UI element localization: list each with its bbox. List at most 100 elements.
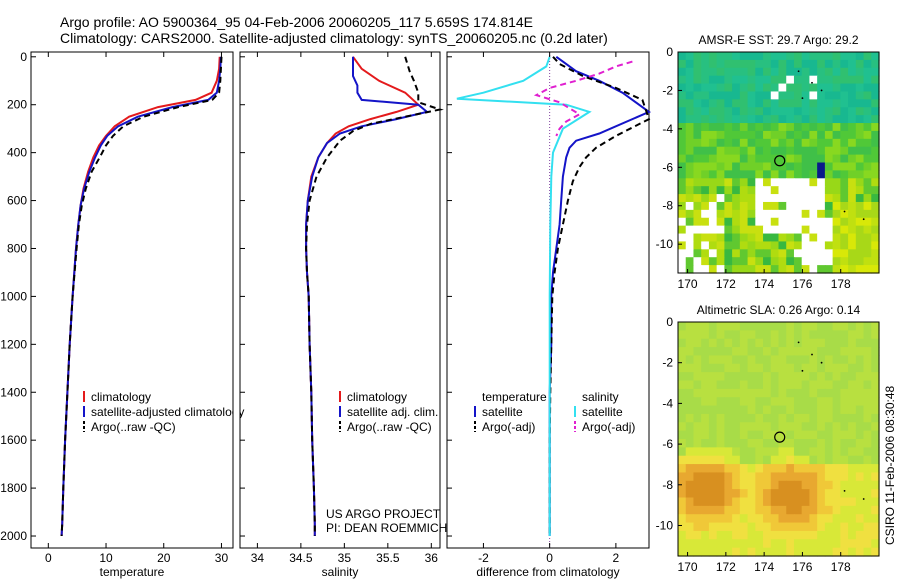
map-cell: [747, 241, 756, 250]
map-cell: [678, 67, 687, 77]
map-cell: [863, 249, 872, 258]
map-cell: [732, 464, 741, 474]
map-cell: [832, 422, 841, 432]
map-cell: [855, 146, 865, 156]
map-cell: [817, 455, 826, 465]
map-cell: [739, 194, 749, 203]
map-cell: [855, 439, 865, 448]
map-cell: [855, 209, 865, 219]
map-cell: [824, 75, 834, 85]
map-cell: [817, 249, 826, 258]
map-cell: [732, 91, 741, 100]
map-cell: [786, 75, 795, 85]
map-cell: [693, 257, 702, 266]
map-cell: [778, 522, 787, 532]
map-cell: [801, 186, 811, 195]
map-cell: [848, 75, 857, 85]
map-cell: [724, 464, 733, 474]
map-cell: [840, 201, 849, 211]
map-y-tick-label: -10: [656, 237, 674, 251]
map-cell: [863, 217, 872, 227]
map-cell: [871, 170, 880, 179]
map-cell: [801, 146, 811, 156]
map-cell: [832, 162, 841, 171]
map-cell: [824, 265, 834, 274]
map-cell: [840, 347, 849, 357]
map-cell: [801, 225, 811, 235]
map-cell: [786, 422, 795, 432]
map-cell: [678, 217, 687, 227]
map-cell: [824, 547, 834, 557]
map-cell: [778, 91, 787, 100]
map-cell: [678, 154, 687, 164]
map-cell: [809, 497, 818, 507]
map-cell: [793, 59, 803, 69]
map-cell: [824, 447, 834, 457]
map-cell: [840, 123, 849, 132]
map-cell: [855, 130, 865, 140]
map-cell: [716, 547, 725, 557]
map-cell: [678, 115, 687, 124]
map-cell: [732, 439, 741, 448]
map-cell: [763, 322, 772, 331]
map-cell: [848, 530, 857, 540]
map-cell: [701, 405, 710, 415]
map-cell: [770, 380, 780, 390]
map-cell: [778, 397, 787, 407]
map-cell: [685, 107, 695, 116]
map-cell: [778, 505, 787, 515]
map-cell: [693, 178, 702, 187]
map-cell: [817, 233, 826, 243]
map-cell: [747, 413, 756, 423]
map-cell: [763, 338, 772, 348]
map-cell: [840, 138, 849, 148]
map-cell: [732, 347, 741, 357]
map-cell: [793, 233, 803, 243]
map-cell: [693, 194, 702, 203]
map-cell: [693, 522, 702, 532]
map-cell: [801, 67, 811, 77]
map-cell: [693, 497, 702, 507]
map-cell: [763, 430, 772, 440]
map-cell: [817, 170, 826, 179]
map-cell: [863, 413, 872, 423]
map-cell: [693, 138, 702, 148]
map-cell: [701, 522, 710, 532]
map-cell: [747, 514, 756, 524]
map-cell: [693, 397, 702, 407]
map-cell: [685, 178, 695, 187]
map-cell: [724, 83, 733, 93]
map-cell: [793, 522, 803, 532]
map-cell: [778, 194, 787, 203]
map-cell: [678, 355, 687, 365]
map-cell: [770, 330, 780, 340]
map-cell: [863, 347, 872, 357]
x-tick-label: 20: [157, 551, 171, 565]
map-cell: [832, 138, 841, 148]
map-cell: [855, 59, 865, 69]
map-cell: [832, 363, 841, 373]
map-cell: [840, 170, 849, 179]
map-cell: [732, 430, 741, 440]
map-cell: [778, 115, 787, 124]
map-cell: [763, 107, 772, 116]
map-cell: [824, 67, 834, 77]
map-cell: [786, 530, 795, 540]
map-cell: [755, 338, 764, 348]
map-cell: [793, 162, 803, 171]
map-cell: [693, 489, 702, 499]
map-cell: [786, 186, 795, 195]
map-x-tick-label: 178: [831, 277, 851, 291]
map-cell: [809, 225, 818, 235]
map-cell: [678, 347, 687, 357]
map-cell: [747, 154, 756, 164]
map-cell: [755, 257, 764, 266]
map-cell: [739, 355, 749, 365]
map-cell: [701, 201, 710, 211]
map-cell: [809, 363, 818, 373]
map-cell: [863, 439, 872, 448]
map-cell: [763, 91, 772, 100]
map-cell: [778, 497, 787, 507]
map-cell: [832, 225, 841, 235]
